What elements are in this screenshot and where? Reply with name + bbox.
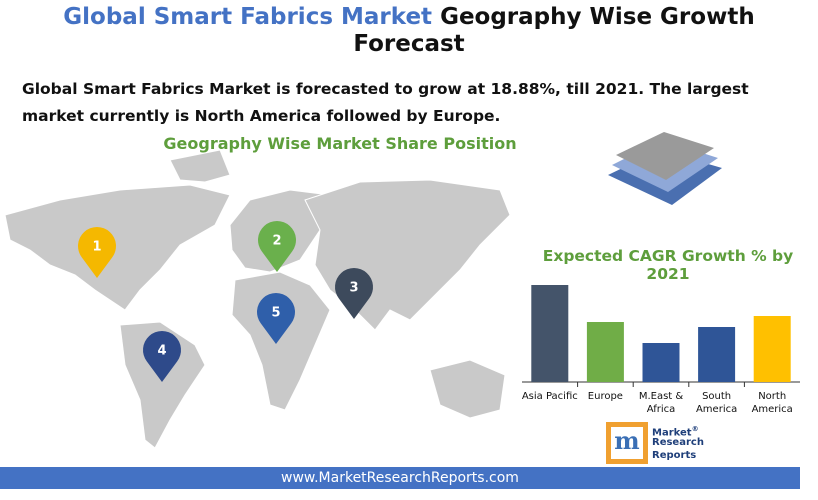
summary: Global Smart Fabrics Market is forecaste… bbox=[22, 80, 749, 125]
pin-label: 5 bbox=[271, 306, 280, 321]
svg-text:m: m bbox=[614, 426, 639, 455]
logo-line: Market bbox=[652, 427, 692, 439]
logo-text: Market® bbox=[652, 424, 699, 438]
logo-line: Research bbox=[652, 437, 704, 448]
map-pin bbox=[143, 331, 181, 382]
title: Global Smart Fabrics Market Geography Wi… bbox=[59, 4, 759, 58]
logo-line: Reports bbox=[652, 450, 697, 461]
bar bbox=[586, 322, 624, 382]
logo-icon: m bbox=[606, 422, 648, 464]
chart-title: Expected CAGR Growth % by 2021 bbox=[542, 247, 794, 283]
x-tick-label: Asia Pacific bbox=[521, 391, 578, 402]
pin-label: 3 bbox=[349, 281, 358, 296]
pin-label: 1 bbox=[92, 240, 101, 255]
world-map bbox=[4, 149, 511, 449]
bar bbox=[642, 343, 680, 382]
map-pin bbox=[257, 293, 295, 344]
bar bbox=[531, 285, 569, 382]
bar bbox=[698, 327, 736, 382]
title-highlight: Global Smart Fabrics Market bbox=[63, 4, 433, 30]
map-pin bbox=[335, 268, 373, 319]
x-tick-label: North America bbox=[751, 391, 793, 415]
footer: www.MarketResearchReports.com bbox=[0, 467, 800, 489]
bar bbox=[753, 316, 791, 382]
fabric-image bbox=[608, 132, 722, 205]
x-tick-label: South America bbox=[695, 391, 738, 415]
title-rest: Geography Wise Growth Forecast bbox=[353, 4, 755, 57]
pin-label: 2 bbox=[272, 234, 281, 249]
logo-mark: ® bbox=[691, 425, 699, 433]
pin-label: 4 bbox=[157, 344, 166, 359]
map-pin bbox=[258, 220, 296, 272]
map-pin bbox=[78, 226, 117, 278]
x-tick-label: Europe bbox=[587, 391, 623, 402]
x-tick-label: M.East & Africa bbox=[638, 391, 684, 415]
map-heading: Geography Wise Market Share Position bbox=[163, 134, 517, 153]
